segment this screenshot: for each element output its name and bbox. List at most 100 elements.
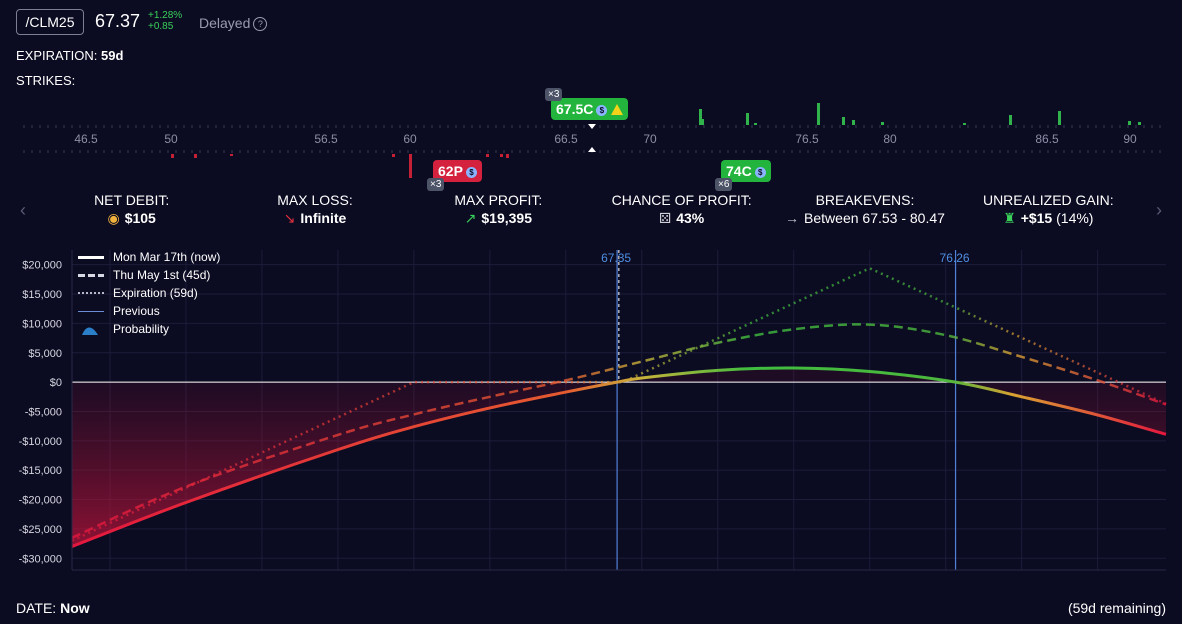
strike-badge-74c[interactable]: 74C $ [721, 160, 771, 182]
stat-value-suffix: (14%) [1056, 210, 1094, 226]
strike-badge-label: 62P [438, 163, 463, 179]
qty-badge-67.5c: ×3 [545, 88, 563, 101]
put-volume-bar [506, 154, 509, 158]
legend-swatch-solid [78, 255, 104, 259]
ruler-tick-label: 56.5 [314, 132, 338, 146]
call-volume-bar [1138, 122, 1141, 125]
stat-net-debit: NET DEBIT: ◉ $105 [40, 192, 223, 232]
warning-icon [611, 104, 624, 115]
y-tick-label: -$20,000 [19, 495, 62, 507]
call-volume-bar [746, 113, 749, 125]
ruler-tick-label: 86.5 [1035, 132, 1059, 146]
call-volume-bar [852, 120, 855, 125]
y-tick-label: -$5,000 [25, 406, 62, 418]
y-tick-label: -$30,000 [19, 553, 62, 565]
ruler-tick-label: 50 [164, 132, 178, 146]
arrow-down-right-icon: ↘ [283, 210, 296, 226]
legend-swatch-line [78, 310, 104, 312]
probability-icon [78, 324, 104, 335]
put-volume-bar [392, 154, 395, 157]
legend-item-45d[interactable]: Thu May 1st (45d) [78, 266, 220, 284]
stat-value: 43% [676, 210, 705, 226]
call-volume-bar [754, 123, 757, 125]
strike-badge-62p[interactable]: 62P $ [433, 160, 482, 182]
y-tick-label: $20,000 [22, 260, 62, 272]
date-value[interactable]: Now [60, 600, 90, 616]
stats-next-chevron-icon[interactable]: › [1156, 200, 1162, 220]
put-volume-bar [409, 154, 412, 178]
arrow-up-right-icon: ↗ [464, 210, 477, 226]
y-tick-label: -$25,000 [19, 524, 62, 536]
price-change-abs: +0.85 [148, 21, 174, 32]
legend-item-previous[interactable]: Previous [78, 302, 220, 320]
stat-value: Between 67.53 - 80.47 [804, 210, 945, 226]
call-volume-bar [701, 119, 704, 125]
stats-bar: NET DEBIT: ◉ $105 MAX LOSS: ↘ Infinite MAX… [40, 192, 1140, 232]
ruler-tick-label: 80 [883, 132, 897, 146]
stat-title: NET DEBIT: [94, 192, 170, 208]
call-volume-bar [817, 103, 820, 125]
y-tick-label: $15,000 [22, 289, 62, 301]
strike-badge-label: 67.5C [556, 101, 594, 117]
stat-title: MAX LOSS: [277, 192, 353, 208]
put-volume-bar [486, 154, 489, 157]
legend-item-now[interactable]: Mon Mar 17th (now) [78, 248, 220, 266]
arrow-right-icon: → [785, 210, 800, 226]
call-volume-bar [842, 117, 845, 125]
expiration-row: EXPIRATION: 59d [16, 48, 123, 63]
breakeven-marker-label: 67.35 [601, 251, 631, 265]
help-icon[interactable]: ? [253, 17, 268, 31]
y-tick-label: $5,000 [28, 348, 62, 360]
stat-chance-of-profit: CHANCE OF PROFIT: ⚄ 43% [590, 192, 773, 232]
legend-swatch-dotted [78, 292, 104, 294]
date-label: DATE: [16, 600, 57, 616]
strike-ruler[interactable]: 46.5 50 56.5 60 66.5 70 76.5 80 86.5 90 [16, 88, 1166, 198]
call-volume-bar [881, 122, 884, 125]
stat-unrealized-gain: UNREALIZED GAIN: ♜ +$15 (14%) [957, 192, 1140, 232]
expiration-value[interactable]: 59d [101, 48, 124, 63]
breakeven-marker-label: 76.26 [940, 251, 970, 265]
series-line-45d [71, 323, 1167, 539]
legend-label: Expiration (59d) [113, 286, 198, 300]
stat-value: Infinite [300, 210, 347, 226]
ticker-selector[interactable]: /CLM25 [16, 9, 84, 35]
legend-swatch-dashed [78, 273, 104, 277]
legend-item-expiration[interactable]: Expiration (59d) [78, 284, 220, 302]
stat-title: MAX PROFIT: [454, 192, 543, 208]
stat-value: +$15 [1020, 210, 1053, 226]
stat-max-profit: MAX PROFIT: ↗ $19,395 [407, 192, 590, 232]
stat-max-loss: MAX LOSS: ↘ Infinite [223, 192, 406, 232]
ruler-tick-label: 76.5 [795, 132, 819, 146]
pl-chart[interactable]: 67.3576.265456586062646668707274767880$2… [0, 238, 1182, 578]
qty-badge-74c: ×6 [715, 178, 733, 191]
money-bag-icon: ♜ [1003, 210, 1016, 226]
chart-legend: Mon Mar 17th (now) Thu May 1st (45d) Exp… [78, 248, 220, 338]
call-volume-bar [1009, 115, 1012, 125]
legend-item-probability[interactable]: Probability [78, 320, 220, 338]
stat-value: $19,395 [481, 210, 532, 226]
dollar-icon: $ [465, 167, 477, 178]
stats-prev-chevron-icon[interactable]: ‹ [20, 200, 26, 220]
delayed-indicator[interactable]: Delayed? [199, 15, 268, 31]
legend-label: Thu May 1st (45d) [113, 268, 211, 282]
y-tick-label: -$15,000 [19, 465, 62, 477]
price-marker-icon [588, 124, 596, 129]
ruler-tick-label: 46.5 [74, 132, 98, 146]
call-volume-bar [963, 123, 966, 125]
time-remaining: (59d remaining) [1067, 600, 1166, 616]
stat-breakevens: BREAKEVENS: → Between 67.53 - 80.47 [773, 192, 956, 232]
strike-badge-67.5c[interactable]: 67.5C $ [551, 98, 629, 120]
price-change-pct: +1.28% [148, 10, 183, 21]
stat-title: BREAKEVENS: [815, 192, 915, 208]
legend-label: Probability [113, 322, 170, 336]
call-volume-bar [1058, 111, 1061, 125]
put-volume-bar [171, 154, 174, 158]
dollar-icon: $ [754, 167, 766, 178]
stat-title: CHANCE OF PROFIT: [611, 192, 752, 208]
price-marker-icon [588, 147, 596, 152]
expiration-label: EXPIRATION: [16, 48, 98, 63]
ruler-tick-label: 90 [1123, 132, 1137, 146]
dice-icon: ⚄ [659, 210, 672, 226]
loss-area [72, 367, 1166, 547]
put-volume-bar [194, 154, 197, 158]
